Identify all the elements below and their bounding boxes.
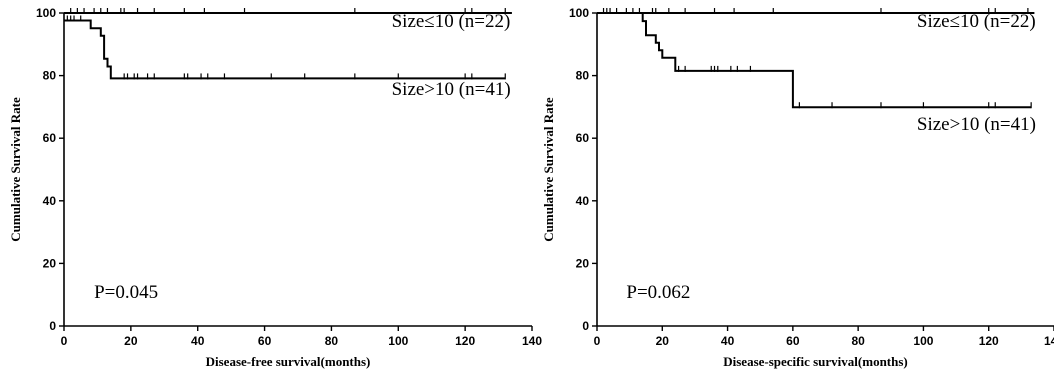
- x-tick-label: 0: [594, 334, 601, 348]
- x-tick-label: 80: [851, 334, 865, 348]
- x-tick-label: 120: [979, 334, 999, 348]
- x-tick-label: 100: [913, 334, 933, 348]
- p-value-annotation: P=0.062: [626, 282, 690, 303]
- y-tick-label: 40: [576, 194, 590, 208]
- x-axis-title: Disease-specific survival(months): [723, 354, 908, 369]
- x-tick-label: 140: [1044, 334, 1054, 348]
- y-tick-label: 20: [43, 256, 57, 270]
- series-label-2: Size>10 (n=41): [917, 114, 1036, 135]
- x-tick-label: 20: [656, 334, 670, 348]
- y-axis-title: Cumulative Survival Rate: [8, 97, 23, 242]
- x-tick-label: 100: [388, 334, 408, 348]
- x-tick-label: 80: [325, 334, 339, 348]
- x-tick-label: 40: [191, 334, 205, 348]
- x-tick-label: 140: [522, 334, 542, 348]
- series-label-2: Size>10 (n=41): [392, 79, 511, 100]
- p-value-annotation: P=0.045: [94, 282, 158, 303]
- x-tick-label: 0: [61, 334, 68, 348]
- y-tick-label: 0: [582, 319, 589, 333]
- survival-curve-series-2: [597, 12, 1032, 109]
- series-label-1: Size≤10 (n=22): [392, 11, 511, 32]
- y-tick-label: 80: [576, 69, 590, 83]
- series-label-1: Size≤10 (n=22): [917, 11, 1036, 32]
- y-tick-label: 60: [43, 131, 57, 145]
- survival-curve-series-2: [64, 19, 506, 80]
- chart-panel-2: 0 20 40 60 80 100 120 140 0 20 40 60 80 100 Disease-sp…: [541, 6, 1054, 369]
- y-tick-label: 60: [576, 131, 590, 145]
- y-tick-label: 80: [43, 69, 57, 83]
- y-tick-label: 100: [36, 6, 56, 20]
- x-tick-label: 120: [455, 334, 475, 348]
- x-tick-label: 60: [786, 334, 800, 348]
- y-tick-label: 40: [43, 194, 57, 208]
- x-tick-label: 60: [258, 334, 272, 348]
- x-tick-label: 40: [721, 334, 735, 348]
- y-tick-label: 0: [49, 319, 56, 333]
- chart-panel-1: 0 20 40 60 80 100 120 140 0 20 40 60 80 100 Disease-fr…: [8, 6, 542, 369]
- x-tick-label: 20: [124, 334, 138, 348]
- y-axis-title: Cumulative Survival Rate: [541, 97, 556, 242]
- y-tick-label: 100: [569, 6, 589, 20]
- x-axis-title: Disease-free survival(months): [206, 354, 371, 369]
- y-tick-label: 20: [576, 256, 590, 270]
